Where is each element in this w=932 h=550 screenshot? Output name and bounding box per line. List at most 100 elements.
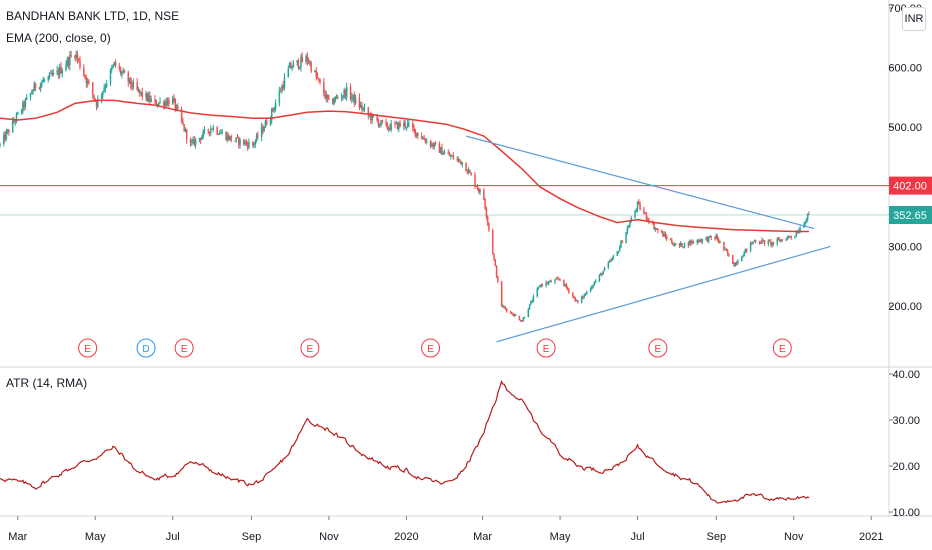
candle-body (483, 189, 485, 200)
ema-200-line[interactable] (0, 99, 809, 233)
candle-body (23, 102, 25, 108)
candle-body (456, 159, 458, 161)
candle-body (51, 72, 53, 75)
candle-body (238, 137, 240, 145)
candle-body (118, 66, 121, 69)
candle-body (48, 73, 51, 77)
candle-body (362, 108, 364, 110)
candle-body (518, 315, 521, 321)
candle-body (307, 60, 310, 64)
candle-body (683, 242, 686, 247)
candle-body (669, 239, 672, 241)
candle-body (594, 280, 597, 283)
candle-body (690, 241, 692, 244)
candle-body (431, 143, 433, 147)
candle-body (673, 245, 676, 247)
candle-body (235, 137, 237, 141)
candle-body (212, 127, 215, 130)
candle-body (11, 120, 14, 133)
earnings-event-icon[interactable] (174, 338, 194, 358)
candle-body (759, 242, 762, 244)
candle-body (387, 128, 390, 130)
candle-body (300, 56, 302, 67)
candle-body (787, 236, 790, 238)
candle-body (644, 212, 646, 214)
candle-body (52, 72, 55, 75)
candle-body (113, 61, 116, 66)
candle-body (363, 107, 366, 109)
candle-body (621, 241, 624, 244)
candle-body (635, 209, 638, 211)
candle-body (806, 213, 809, 220)
candle-body (343, 90, 345, 96)
candle-body (412, 122, 414, 128)
candle-body (486, 216, 489, 224)
candle-body (451, 155, 453, 157)
candle-body (625, 232, 627, 244)
candle-body (776, 238, 778, 244)
atr-line[interactable] (0, 380, 810, 504)
candle-body (488, 223, 490, 230)
candle-body (608, 260, 611, 263)
candle-body (184, 129, 187, 132)
candle-body (742, 256, 744, 258)
candle-body (423, 137, 425, 140)
candle-body (443, 152, 446, 154)
earnings-event-icon[interactable] (300, 338, 320, 358)
candle-body (438, 143, 441, 153)
candle-body (6, 129, 9, 132)
ema-indicator-label[interactable]: EMA (200, close, 0) (6, 31, 111, 45)
candle-body (305, 56, 307, 63)
candle-body (442, 153, 444, 155)
candle-body (264, 120, 267, 128)
candle-body (540, 284, 542, 287)
candle-body (398, 122, 400, 130)
candle-body (434, 143, 437, 145)
candle-body (208, 131, 211, 134)
candle-body (121, 72, 123, 74)
trendline-lower[interactable] (496, 245, 831, 343)
candle-body (220, 132, 222, 134)
earnings-event-icon[interactable] (772, 338, 792, 358)
time-tick-label: May (550, 531, 571, 543)
candle-body (780, 239, 782, 242)
dividend-event-icon[interactable] (136, 338, 156, 358)
candle-body (102, 91, 104, 95)
candle-body (163, 101, 165, 107)
candle-body (74, 56, 76, 59)
currency-badge[interactable]: INR (902, 7, 926, 31)
candle-body (367, 107, 370, 116)
candle-body (634, 210, 636, 218)
candle-body (527, 309, 530, 318)
candle-body (643, 209, 645, 213)
earnings-event-icon[interactable] (648, 338, 668, 358)
earnings-event-icon[interactable] (536, 338, 556, 358)
candle-body (227, 135, 230, 140)
candle-body (612, 255, 615, 259)
candle-body (657, 229, 659, 231)
earnings-event-icon[interactable] (78, 338, 98, 358)
candle-body (732, 255, 734, 264)
atr-indicator-label[interactable]: ATR (14, RMA) (6, 376, 88, 390)
candle-body (699, 240, 701, 242)
candle-body (218, 133, 221, 135)
candle-body (127, 72, 130, 82)
candle-body (502, 306, 504, 308)
candle-body (33, 83, 36, 91)
earnings-event-icon[interactable] (421, 338, 441, 358)
candle-body (681, 242, 683, 248)
price-tick-label: 200.00 (888, 301, 922, 313)
candle-body (57, 70, 60, 76)
candle-body (733, 263, 735, 267)
trendline-upper[interactable] (465, 135, 815, 230)
candle-body (189, 139, 192, 143)
candle-body (333, 101, 335, 104)
candle-body (95, 101, 98, 107)
candle-body (273, 108, 276, 111)
candle-body (716, 235, 719, 240)
candle-body (660, 230, 663, 233)
price-tick-label: 300.00 (888, 241, 922, 253)
candle-body (296, 60, 298, 63)
